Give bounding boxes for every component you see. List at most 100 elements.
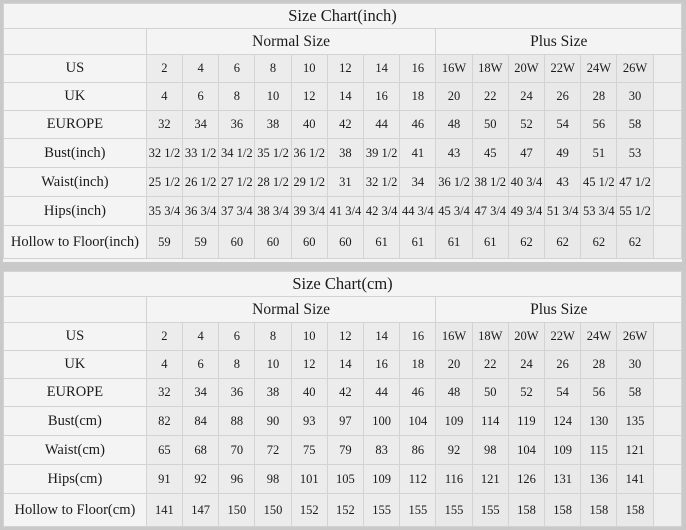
table-cell: 36 [218, 110, 256, 139]
row-label: UK [3, 82, 147, 111]
table-cell: 24 [507, 82, 546, 111]
title-row: Size Chart(inch) [3, 3, 682, 29]
table-row: US 2 4 6 8 10 12 14 16 16W 18W 20W 22W 24W 26W [3, 322, 683, 351]
table-cell: 25 1/2 [145, 167, 184, 197]
table-cell: 92 [182, 464, 220, 494]
table-cell: 158 [507, 493, 546, 527]
table-cell [652, 464, 683, 494]
table-cell: 65 [145, 435, 184, 465]
table-cell: 152 [290, 493, 328, 527]
table-cell: 37 3/4 [218, 196, 256, 226]
table-cell: 90 [254, 406, 292, 436]
table-cell [652, 225, 683, 259]
chart-title: Size Chart(cm) [3, 271, 682, 297]
table-cell: 38 [254, 378, 292, 407]
table-cell: 18W [471, 322, 509, 351]
table-cell: 30 [616, 82, 654, 111]
table-cell: 10 [290, 322, 328, 351]
table-cell: 34 [399, 167, 437, 197]
table-cell: 155 [399, 493, 437, 527]
table-cell: 109 [363, 464, 401, 494]
table-row: UK 4 6 8 10 12 14 16 18 20 22 24 26 28 30 [3, 82, 683, 111]
table-cell: 34 [182, 110, 220, 139]
table-cell: 35 3/4 [145, 196, 184, 226]
table-cell: 96 [218, 464, 256, 494]
table-cell: 114 [471, 406, 509, 436]
table-cell: 98 [471, 435, 509, 465]
table-cell: 28 [580, 350, 618, 379]
size-chart-cm-block: Size Chart(cm) Normal Size Plus Size US 2 4 6 8… [3, 271, 683, 527]
row-label: US [3, 54, 147, 83]
table-cell: 46 [399, 110, 437, 139]
table-cell: 119 [507, 406, 546, 436]
table-cell: 26W [616, 54, 654, 83]
size-chart-inch-table: Size Chart(inch) Normal Size Plus Size US 2 4… [3, 3, 683, 259]
table-cell: 4 [145, 82, 184, 111]
table-cell: 109 [435, 406, 473, 436]
table-cell: 34 [182, 378, 220, 407]
table-cell: 84 [182, 406, 220, 436]
table-cell: 38 3/4 [254, 196, 292, 226]
table-cell: 4 [182, 54, 220, 83]
size-chart-inch-block: Size Chart(inch) Normal Size Plus Size US 2 4… [3, 3, 683, 262]
table-cell: 33 1/2 [182, 138, 220, 168]
table-cell: 16 [363, 82, 401, 111]
table-row: Waist(cm) 65 68 70 72 75 79 83 86 92 98 104 109 115 12… [3, 435, 683, 465]
table-cell: 26 1/2 [182, 167, 220, 197]
table-cell: 83 [363, 435, 401, 465]
table-cell: 52 [507, 378, 546, 407]
row-label: Waist(cm) [3, 435, 147, 465]
table-row: UK 4 6 8 10 12 14 16 18 20 22 24 26 28 30 [3, 350, 683, 379]
table-cell: 6 [182, 82, 220, 111]
table-cell: 8 [254, 322, 292, 351]
table-cell: 98 [254, 464, 292, 494]
table-cell: 56 [580, 378, 618, 407]
table-cell: 30 [616, 350, 654, 379]
table-cell [652, 493, 683, 527]
table-row: Hips(cm) 91 92 96 98 101 105 109 112 116 121 126 131… [3, 464, 683, 494]
table-cell: 8 [254, 54, 292, 83]
table-cell: 20 [435, 82, 473, 111]
table-cell: 29 1/2 [290, 167, 328, 197]
table-cell: 40 3/4 [507, 167, 546, 197]
table-cell: 35 1/2 [254, 138, 292, 168]
table-cell: 141 [145, 493, 184, 527]
table-cell [652, 54, 683, 83]
table-cell: 112 [399, 464, 437, 494]
table-cell: 91 [145, 464, 184, 494]
table-cell: 100 [363, 406, 401, 436]
group-header-row: Normal Size Plus Size [3, 28, 682, 55]
table-row: Hollow to Floor(cm) 141 147 150 150 152 152 155… [3, 493, 683, 527]
table-cell: 82 [145, 406, 184, 436]
table-cell: 26 [544, 350, 582, 379]
table-cell: 47 1/2 [616, 167, 654, 197]
row-label: EUROPE [3, 110, 147, 139]
table-cell: 6 [218, 322, 256, 351]
table-cell: 36 3/4 [182, 196, 220, 226]
table-cell: 158 [616, 493, 654, 527]
table-cell: 4 [182, 322, 220, 351]
table-cell: 40 [290, 378, 328, 407]
table-cell: 32 [145, 378, 184, 407]
table-cell: 26W [616, 322, 654, 351]
table-cell: 49 [544, 138, 582, 168]
table-cell [652, 82, 683, 111]
row-label: US [3, 322, 147, 351]
table-cell: 38 [254, 110, 292, 139]
table-row: EUROPE 32 34 36 38 40 42 44 46 48 50 52 54 56 58 [3, 110, 683, 139]
table-cell [652, 350, 683, 379]
table-cell: 26 [544, 82, 582, 111]
table-cell: 42 [326, 378, 365, 407]
table-cell: 152 [326, 493, 365, 527]
table-cell: 22 [471, 350, 509, 379]
table-cell: 130 [580, 406, 618, 436]
table-cell: 41 3/4 [326, 196, 365, 226]
table-cell: 70 [218, 435, 256, 465]
table-cell: 51 [580, 138, 618, 168]
table-cell: 45 [471, 138, 509, 168]
table-cell: 61 [399, 225, 437, 259]
table-cell: 79 [326, 435, 365, 465]
table-cell: 72 [254, 435, 292, 465]
table-cell: 60 [326, 225, 365, 259]
table-cell: 92 [435, 435, 473, 465]
